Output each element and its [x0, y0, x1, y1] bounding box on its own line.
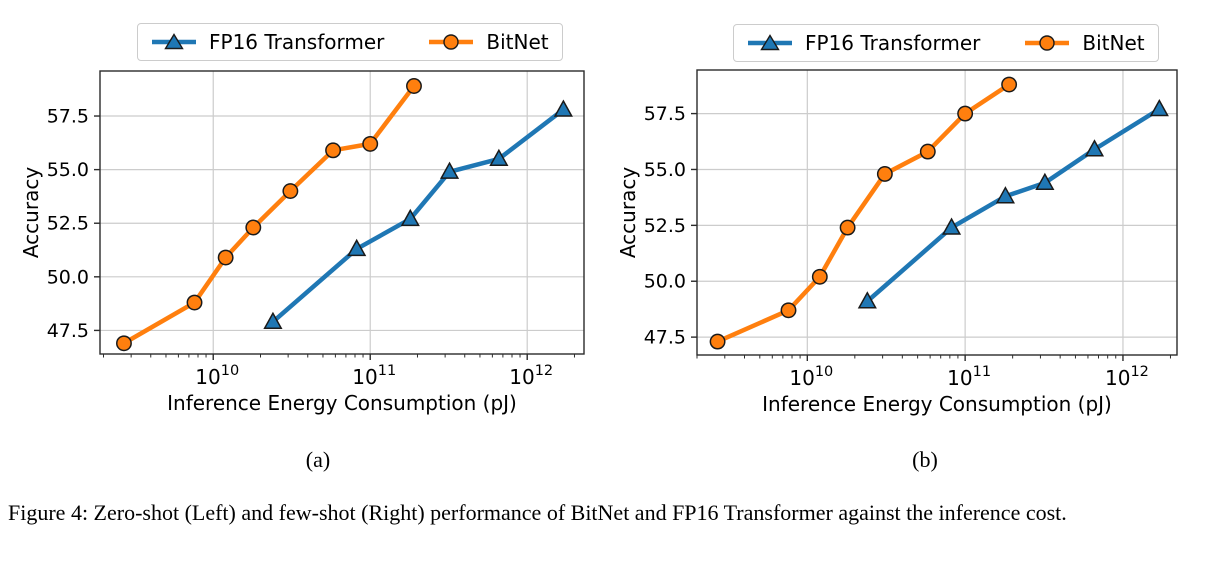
legend-entry-fp16-transformer: FP16 Transformer: [151, 30, 384, 54]
y-tick-label: 55.0: [644, 159, 686, 181]
fp16-transformer-marker: [995, 186, 1015, 204]
x-tick-label: 1010: [789, 364, 833, 390]
y-axis-label: Accuracy: [616, 167, 640, 258]
legend-label-fp16: FP16 Transformer: [805, 31, 981, 55]
bitnet-marker: [919, 143, 936, 160]
fp16-line-marker-icon: [152, 33, 196, 50]
bitnet-marker: [709, 333, 726, 350]
fp16-transformer-marker: [941, 217, 962, 235]
bitnet-line-marker-icon: [429, 34, 474, 50]
bitnet-marker: [957, 105, 974, 122]
subplot-label-a: (a): [305, 447, 331, 472]
fp16-transformer-marker: [1084, 139, 1105, 157]
x-tick-label: 1010: [195, 363, 239, 389]
y-tick-label: 47.5: [644, 327, 686, 349]
bitnet-marker: [1001, 76, 1018, 93]
fp16-transformer-line: [270, 107, 566, 325]
bitnet-line-marker-icon: [1025, 35, 1070, 51]
y-tick-label: 47.5: [47, 320, 89, 342]
x-tick-label: 1012: [1105, 364, 1149, 390]
legend-zero-shot: FP16 Transformer BitNet: [137, 23, 563, 61]
bitnet-marker: [282, 183, 299, 200]
bitnet-marker: [839, 219, 856, 236]
fp16-transformer-marker: [489, 148, 509, 167]
fp16-transformer-marker: [553, 99, 573, 117]
fp16-transformer-marker: [347, 238, 367, 257]
y-tick-label: 55.0: [47, 159, 89, 181]
fp16-transformer-marker: [1149, 98, 1169, 117]
y-tick-label: 52.5: [47, 213, 89, 235]
y-axis-label: Accuracy: [19, 167, 43, 258]
fp16-transformer-marker: [439, 161, 460, 179]
y-tick-label: 50.0: [47, 266, 89, 288]
bitnet-marker: [325, 142, 342, 159]
fp16-transformer-marker: [857, 291, 877, 309]
bitnet-marker: [811, 268, 828, 285]
x-axis-label: Inference Energy Consumption (pJ): [762, 392, 1112, 416]
x-tick-label: 1011: [947, 364, 991, 390]
fp16-transformer-marker: [263, 311, 283, 329]
y-tick-label: 50.0: [644, 271, 686, 293]
figure-caption: Figure 4: Zero-shot (Left) and few-shot …: [8, 500, 1067, 525]
y-tick-label: 57.5: [644, 103, 686, 125]
fp16-transformer-marker: [1035, 172, 1055, 191]
legend-entry-fp16-transformer: FP16 Transformer: [747, 31, 980, 55]
x-tick-label: 1011: [352, 363, 396, 389]
bitnet-marker: [186, 294, 203, 311]
x-axis-label: Inference Energy Consumption (pJ): [167, 391, 517, 415]
fp16-line-marker-icon: [748, 34, 792, 51]
legend-label-bitnet: BitNet: [1082, 31, 1145, 55]
bitnet-marker: [116, 335, 132, 352]
few-shot-chart: 47.5 50.0 52.5 55.0 57.5 1010 1011 1012Inferenc…: [616, 69, 1178, 416]
bitnet-marker: [217, 249, 234, 266]
legend-label-fp16: FP16 Transformer: [209, 30, 385, 54]
axes-spines: [99, 70, 585, 355]
bitnet-marker: [876, 165, 893, 182]
fp16-transformer-marker: [400, 208, 420, 227]
legend-label-bitnet: BitNet: [486, 30, 549, 54]
subplot-label-b: (b): [912, 447, 938, 472]
fp16-transformer-line: [865, 106, 1162, 304]
bitnet-marker: [406, 78, 422, 94]
y-tick-label: 52.5: [644, 215, 686, 237]
bitnet-marker: [245, 219, 262, 236]
legend-entry-bitnet: BitNet: [1024, 31, 1145, 55]
legend-few-shot: FP16 Transformer BitNet: [733, 24, 1159, 62]
legend-entry-bitnet: BitNet: [428, 30, 549, 54]
y-tick-label: 57.5: [47, 106, 89, 128]
zero-shot-chart: 47.5 50.0 52.5 55.0 57.5 1010 1011 1012Inferenc…: [19, 70, 585, 415]
x-tick-label: 1012: [509, 363, 553, 389]
bitnet-marker: [362, 135, 379, 152]
axes-spines: [696, 69, 1178, 356]
bitnet-marker: [780, 302, 797, 319]
